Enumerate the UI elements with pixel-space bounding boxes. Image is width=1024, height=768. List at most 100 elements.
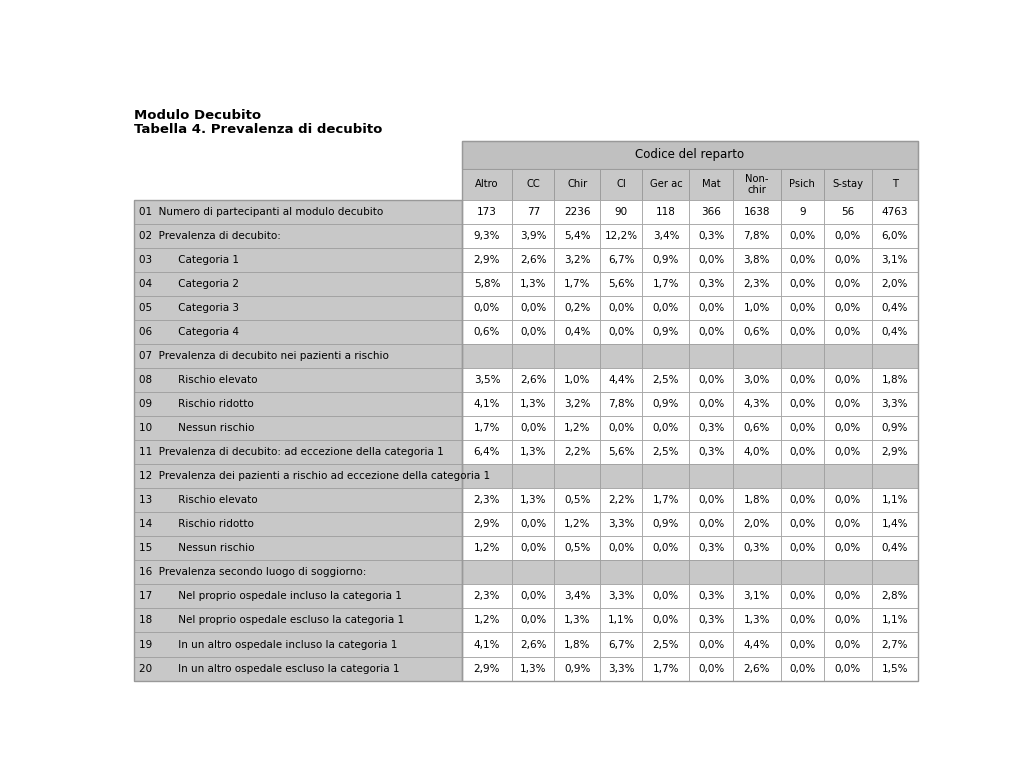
Bar [600,633,642,657]
Text: 07  Prevalenza di decubito nei pazienti a rischio: 07 Prevalenza di decubito nei pazienti a… [139,351,389,361]
Text: T: T [892,180,898,190]
Text: CC: CC [526,180,541,190]
Bar [462,223,512,248]
Text: 2,8%: 2,8% [882,591,908,601]
Text: Tabella 4. Prevalenza di decubito: Tabella 4. Prevalenza di decubito [134,123,383,136]
Bar [642,584,689,608]
Bar [512,248,554,272]
Bar [134,536,462,561]
Bar [780,272,824,296]
Bar [600,584,642,608]
Bar [462,657,512,680]
Bar [554,464,600,488]
Bar [134,633,462,657]
Text: 0,3%: 0,3% [698,591,724,601]
Bar [780,368,824,392]
Text: 2,9%: 2,9% [474,519,501,529]
Bar [600,536,642,561]
Text: 0,0%: 0,0% [790,615,815,625]
Bar [462,536,512,561]
Text: 1,2%: 1,2% [474,543,501,554]
Bar [872,223,918,248]
Text: 1,0%: 1,0% [743,303,770,313]
Text: 0,2%: 0,2% [564,303,591,313]
Bar [733,464,780,488]
Bar [824,248,872,272]
Text: 0,0%: 0,0% [698,399,724,409]
Text: 366: 366 [701,207,721,217]
Bar [689,416,733,440]
Text: 0,9%: 0,9% [652,519,679,529]
Bar [642,296,689,320]
Bar [780,344,824,368]
Bar [134,488,462,512]
Bar [642,320,689,344]
Text: 1,3%: 1,3% [520,399,547,409]
Text: 0,9%: 0,9% [652,255,679,265]
Text: Altro: Altro [475,180,499,190]
Bar [554,392,600,416]
Bar [689,248,733,272]
Text: 2,0%: 2,0% [882,279,908,289]
Text: 20        In un altro ospedale escluso la categoria 1: 20 In un altro ospedale escluso la categ… [139,664,399,674]
Bar [689,200,733,223]
Text: 0,0%: 0,0% [698,255,724,265]
Text: 3,3%: 3,3% [608,664,635,674]
Bar [600,223,642,248]
Text: 2,9%: 2,9% [882,447,908,457]
Text: 0,0%: 0,0% [835,399,861,409]
Bar [733,272,780,296]
Bar [872,561,918,584]
Text: 0,0%: 0,0% [835,423,861,433]
Bar [462,464,512,488]
Bar [462,561,512,584]
Text: 0,0%: 0,0% [790,423,815,433]
Bar [824,416,872,440]
Bar [512,464,554,488]
Text: 0,0%: 0,0% [790,447,815,457]
Bar [642,169,689,200]
Bar [733,584,780,608]
Bar [824,657,872,680]
Bar [642,223,689,248]
Text: 5,8%: 5,8% [474,279,501,289]
Text: 06        Categoria 4: 06 Categoria 4 [139,327,240,337]
Bar [780,657,824,680]
Bar [554,223,600,248]
Bar [554,440,600,464]
Bar [824,272,872,296]
Text: 6,4%: 6,4% [474,447,501,457]
Text: 2,9%: 2,9% [474,664,501,674]
Bar [780,200,824,223]
Bar [134,200,462,223]
Bar [824,633,872,657]
Bar [554,320,600,344]
Text: 0,0%: 0,0% [520,423,547,433]
Bar [780,633,824,657]
Text: Chir: Chir [567,180,588,190]
Bar [780,320,824,344]
Bar [642,608,689,633]
Bar [824,536,872,561]
Bar [689,392,733,416]
Text: 6,7%: 6,7% [608,255,635,265]
Bar [462,296,512,320]
Text: 3,4%: 3,4% [564,591,591,601]
Bar [824,344,872,368]
Bar [689,657,733,680]
Bar [824,296,872,320]
Text: 0,0%: 0,0% [790,375,815,385]
Bar [554,416,600,440]
Bar [780,584,824,608]
Text: Ger ac: Ger ac [649,180,682,190]
Text: 1638: 1638 [743,207,770,217]
Text: 2,6%: 2,6% [520,640,547,650]
Text: 2,0%: 2,0% [743,519,770,529]
Bar [733,657,780,680]
Bar [642,633,689,657]
Bar [689,488,733,512]
Text: 0,0%: 0,0% [835,640,861,650]
Text: 3,1%: 3,1% [882,255,908,265]
Text: Mat: Mat [701,180,721,190]
Text: 0,0%: 0,0% [790,327,815,337]
